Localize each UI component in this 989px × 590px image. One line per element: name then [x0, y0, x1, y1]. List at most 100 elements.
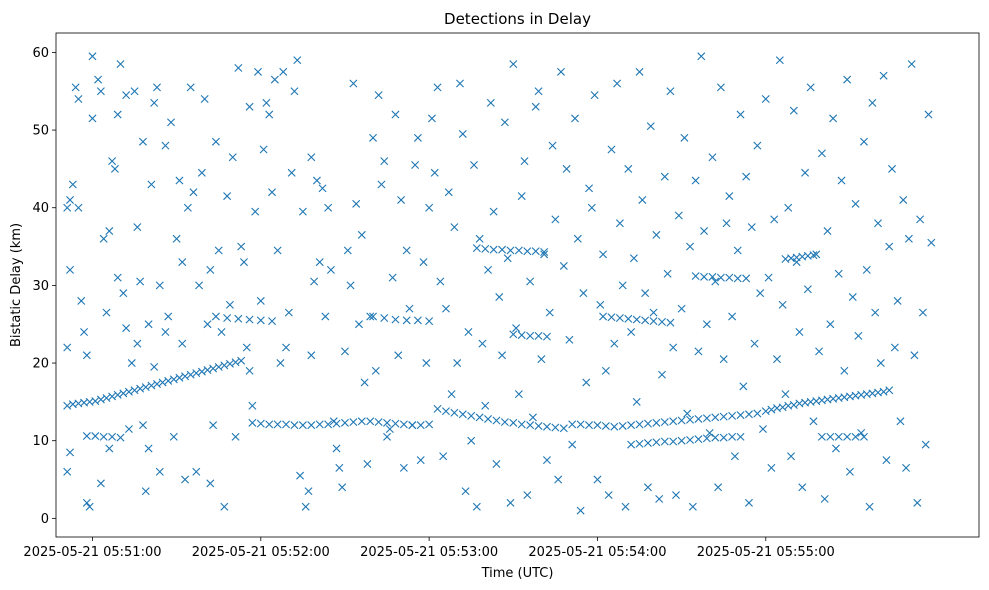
data-point	[88, 52, 97, 61]
data-point	[383, 432, 392, 441]
data-point	[298, 207, 307, 216]
data-point	[63, 343, 72, 352]
data-point	[189, 188, 198, 197]
data-point	[366, 312, 375, 321]
data-point	[254, 67, 262, 76]
data-point	[859, 432, 868, 441]
chart-title: Detections in Delay	[444, 10, 591, 28]
data-point	[910, 351, 919, 360]
data-point	[753, 409, 762, 418]
data-point	[627, 327, 636, 336]
data-point	[700, 227, 709, 236]
data-point	[461, 487, 470, 496]
data-point	[416, 421, 425, 430]
data-point	[520, 157, 529, 166]
data-point	[329, 417, 338, 426]
data-point	[99, 234, 108, 243]
data-point	[318, 184, 327, 193]
data-point	[122, 91, 131, 100]
data-point	[686, 415, 695, 424]
data-point	[486, 98, 495, 107]
data-point	[624, 164, 633, 173]
data-point	[618, 281, 627, 290]
data-point	[730, 452, 739, 461]
data-point	[876, 359, 885, 368]
data-point	[837, 176, 846, 185]
data-point	[138, 421, 147, 430]
data-point	[652, 230, 661, 239]
data-point	[425, 420, 434, 429]
data-point	[531, 102, 540, 111]
data-point	[343, 246, 352, 255]
data-point	[475, 234, 484, 243]
data-point	[728, 312, 737, 321]
data-point	[237, 356, 246, 365]
data-point	[430, 168, 439, 177]
data-point	[534, 87, 543, 96]
data-point	[545, 308, 554, 317]
data-point	[211, 137, 220, 146]
data-point	[436, 277, 445, 286]
data-point	[105, 444, 114, 453]
data-point	[326, 265, 335, 274]
data-point	[702, 320, 711, 329]
data-point	[834, 269, 843, 278]
y-tick-label: 20	[32, 357, 49, 372]
data-point	[775, 56, 784, 65]
data-point	[105, 227, 114, 236]
y-tick-label: 50	[32, 124, 49, 139]
data-point	[809, 251, 818, 260]
data-point	[657, 370, 666, 379]
data-point	[540, 250, 549, 259]
data-point	[94, 75, 103, 84]
data-point	[711, 413, 720, 422]
data-point	[265, 420, 274, 429]
data-point	[635, 420, 644, 429]
data-point	[843, 75, 852, 84]
data-point	[896, 417, 905, 426]
data-point	[96, 87, 105, 96]
data-point	[301, 502, 310, 511]
data-point	[279, 67, 288, 76]
data-point	[660, 172, 669, 181]
data-point	[517, 192, 526, 201]
data-point	[649, 317, 658, 326]
data-point	[694, 414, 703, 423]
data-point	[99, 432, 108, 441]
data-point	[506, 498, 515, 507]
data-point	[593, 421, 602, 430]
data-point	[635, 439, 644, 448]
data-point	[694, 347, 703, 356]
data-point	[349, 418, 358, 427]
data-point	[585, 184, 594, 193]
data-point	[601, 366, 610, 375]
data-point	[144, 444, 153, 453]
data-point	[882, 456, 891, 465]
data-point	[607, 145, 616, 154]
data-point	[195, 281, 204, 290]
data-point	[638, 195, 647, 204]
data-point	[677, 436, 686, 445]
data-point	[773, 355, 781, 364]
data-point	[627, 421, 636, 430]
data-point	[273, 420, 282, 429]
data-point	[568, 420, 577, 429]
data-point	[138, 137, 147, 146]
y-tick-label: 30	[32, 279, 49, 294]
data-point	[242, 343, 251, 352]
data-point	[660, 418, 669, 427]
data-point	[736, 110, 745, 119]
data-point	[211, 312, 220, 321]
data-point	[256, 316, 265, 325]
data-point	[416, 456, 425, 465]
data-point	[509, 330, 518, 339]
data-point	[503, 254, 512, 263]
x-axis-label: Time (UTC)	[481, 566, 554, 581]
data-point	[787, 452, 796, 461]
data-point	[686, 435, 695, 444]
data-point	[652, 418, 661, 427]
data-point	[290, 87, 299, 96]
data-point	[728, 432, 737, 441]
data-point	[902, 463, 911, 472]
data-point	[874, 219, 882, 228]
